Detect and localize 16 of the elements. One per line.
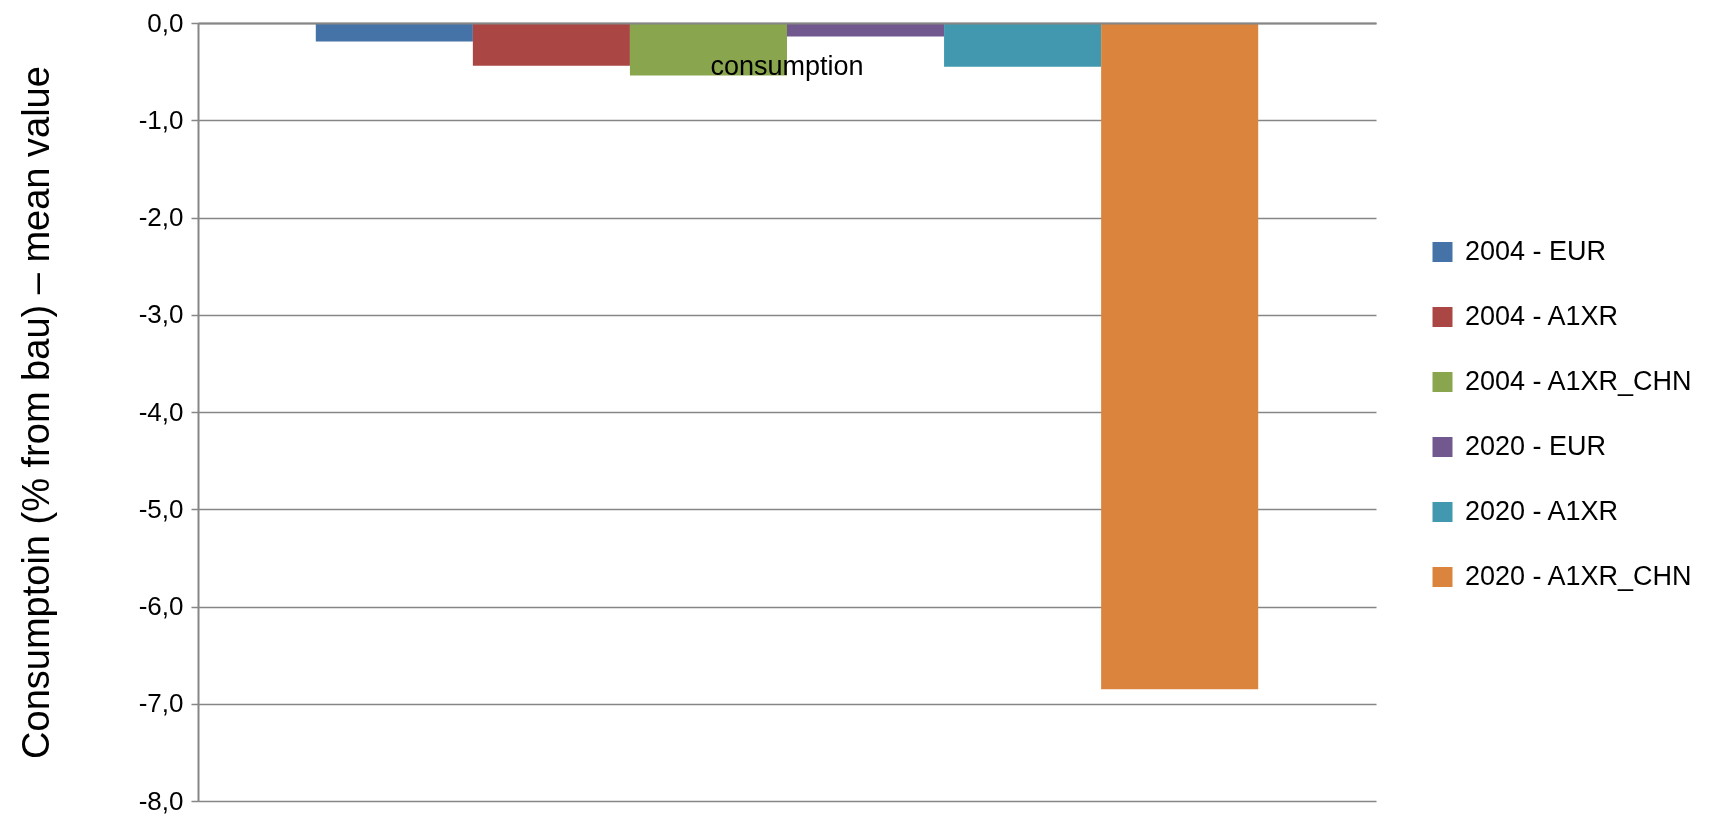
y-tick-label: 0,0 xyxy=(147,7,184,38)
legend-label: 2004 - EUR xyxy=(1465,236,1607,266)
y-tick-label: -7,0 xyxy=(138,688,184,719)
y-tick-label: -8,0 xyxy=(138,785,184,816)
y-tick-label: -1,0 xyxy=(138,104,184,135)
y-tick-label: -3,0 xyxy=(138,299,184,330)
y-tick-label: -2,0 xyxy=(138,202,184,232)
y-tick-label: -6,0 xyxy=(138,591,184,621)
legend-label: 2004 - A1XR_CHN xyxy=(1465,366,1692,396)
legend-label: 2020 - A1XR xyxy=(1465,496,1619,526)
legend-label: 2020 - EUR xyxy=(1465,431,1607,461)
legend-label: 2004 - A1XR xyxy=(1465,301,1619,331)
y-tick-label: -4,0 xyxy=(138,396,184,427)
legend-label: 2020 - A1XR_CHN xyxy=(1465,561,1692,591)
y-tick-label: -5,0 xyxy=(138,493,184,524)
y-axis-title: Consumptoin (% from bau) – mean value xyxy=(14,66,57,759)
